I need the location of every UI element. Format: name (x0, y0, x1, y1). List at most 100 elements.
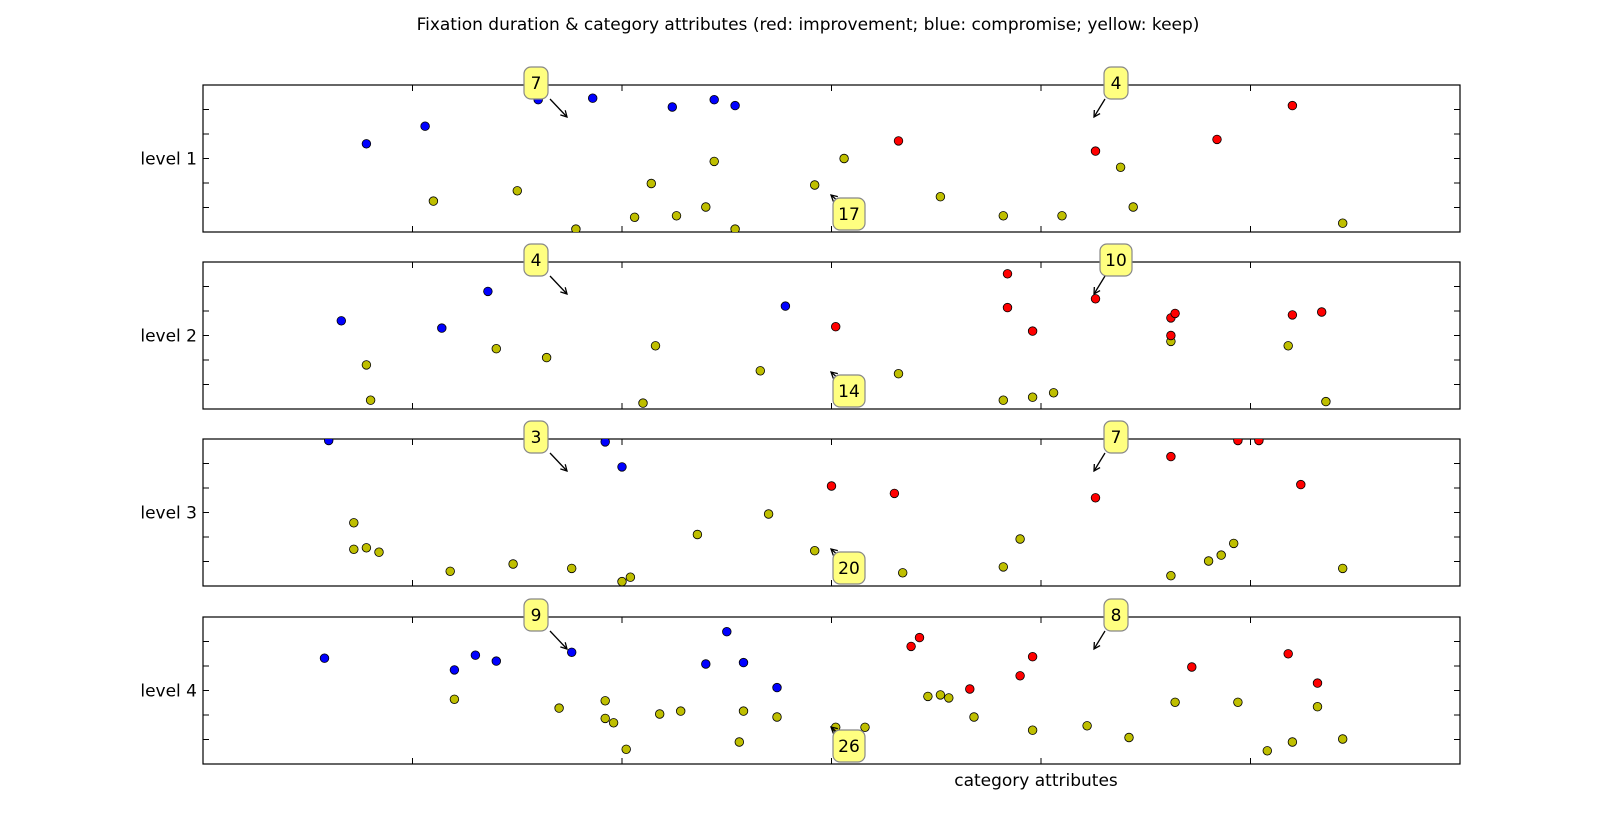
point-keep (1283, 341, 1293, 351)
point-keep (998, 211, 1009, 221)
annotation-keep: 14 (832, 374, 866, 408)
point-keep (1337, 218, 1348, 228)
annotation-arrow (1093, 630, 1106, 650)
point-keep (709, 156, 719, 167)
point-keep (1262, 746, 1273, 756)
point-keep (1166, 571, 1176, 581)
point-keep (1312, 702, 1323, 712)
point-improvement (1254, 439, 1264, 446)
annotation-arrow (1093, 275, 1106, 295)
point-keep (1015, 534, 1025, 544)
point-improvement (889, 488, 900, 499)
annotation-compromise: 3 (523, 420, 549, 454)
point-compromise (722, 627, 732, 637)
point-keep (898, 568, 908, 578)
point-keep (608, 718, 619, 728)
point-keep (567, 563, 577, 574)
point-compromise (588, 93, 598, 103)
panel-frame (202, 616, 1461, 765)
point-improvement (1166, 451, 1176, 462)
chart-title: Fixation duration & category attributes … (417, 15, 1200, 35)
panel-frame (202, 84, 1461, 233)
point-improvement (1090, 294, 1101, 304)
point-improvement (1027, 326, 1038, 336)
annotation-keep: 20 (832, 551, 866, 585)
annotation-count: 7 (1111, 428, 1122, 448)
point-keep (600, 713, 610, 724)
point-keep (1082, 721, 1092, 731)
point-compromise (491, 656, 502, 666)
point-keep (1170, 697, 1180, 708)
point-improvement (1166, 330, 1176, 341)
point-keep (655, 709, 665, 719)
point-improvement (1002, 269, 1013, 279)
point-compromise (701, 659, 711, 669)
annotation-arrowhead (1093, 109, 1101, 119)
annotation-box (523, 420, 549, 454)
point-keep (1027, 725, 1038, 735)
point-compromise (738, 657, 749, 668)
point-keep (935, 191, 946, 202)
panel-frame (202, 438, 1461, 587)
points-group (361, 93, 1348, 232)
point-improvement (906, 641, 916, 652)
point-compromise (709, 94, 719, 105)
point-keep (893, 369, 904, 379)
point-keep (646, 178, 657, 189)
annotation-box (1103, 420, 1129, 454)
point-keep (638, 398, 648, 408)
annotation-count: 10 (1105, 251, 1127, 271)
annotation-box (523, 243, 549, 277)
point-improvement (1296, 479, 1306, 490)
annotation-box (1099, 243, 1133, 277)
point-improvement (1090, 493, 1101, 503)
point-keep (692, 529, 703, 540)
point-improvement (1002, 302, 1013, 313)
point-keep (361, 543, 372, 553)
point-keep (1128, 202, 1138, 212)
point-compromise (420, 121, 430, 131)
point-improvement (1090, 146, 1101, 156)
point-keep (445, 566, 455, 577)
annotation-arrowhead (560, 642, 568, 650)
point-keep (1027, 392, 1038, 402)
point-keep (676, 706, 686, 716)
point-keep (923, 691, 933, 702)
panel-level-4: level 4 9 8 26 (140, 598, 1461, 765)
point-improvement (1312, 678, 1323, 688)
point-improvement (1287, 100, 1298, 111)
point-keep (839, 153, 849, 164)
annotation-count: 17 (838, 205, 860, 225)
annotation-box (523, 598, 549, 632)
point-keep (969, 712, 979, 722)
annotation-box (1103, 66, 1129, 100)
annotation-keep: 17 (832, 197, 866, 231)
annotation-arrowhead (560, 464, 568, 472)
point-keep (755, 366, 766, 376)
panel-label: level 2 (140, 327, 197, 347)
annotation-count: 7 (531, 74, 542, 94)
point-compromise (667, 102, 678, 112)
point-keep (349, 544, 359, 555)
point-improvement (1027, 652, 1038, 662)
annotation-arrow (549, 452, 568, 472)
panel-label: level 3 (140, 504, 197, 524)
point-keep (1203, 556, 1214, 566)
point-keep (512, 186, 523, 196)
point-keep (730, 224, 740, 232)
point-improvement (826, 481, 837, 491)
point-keep (541, 352, 552, 363)
annotation-arrowhead (560, 110, 568, 118)
annotation-box (832, 551, 866, 585)
panel-level-3: level 3 3 7 20 (140, 420, 1461, 587)
annotation-compromise: 9 (523, 598, 549, 632)
annotation-box (832, 374, 866, 408)
point-improvement (1287, 310, 1298, 320)
point-compromise (617, 462, 627, 472)
point-keep (671, 211, 682, 221)
point-keep (860, 722, 870, 733)
point-keep (935, 690, 946, 700)
point-keep (1228, 538, 1239, 549)
annotation-arrow (549, 98, 568, 118)
